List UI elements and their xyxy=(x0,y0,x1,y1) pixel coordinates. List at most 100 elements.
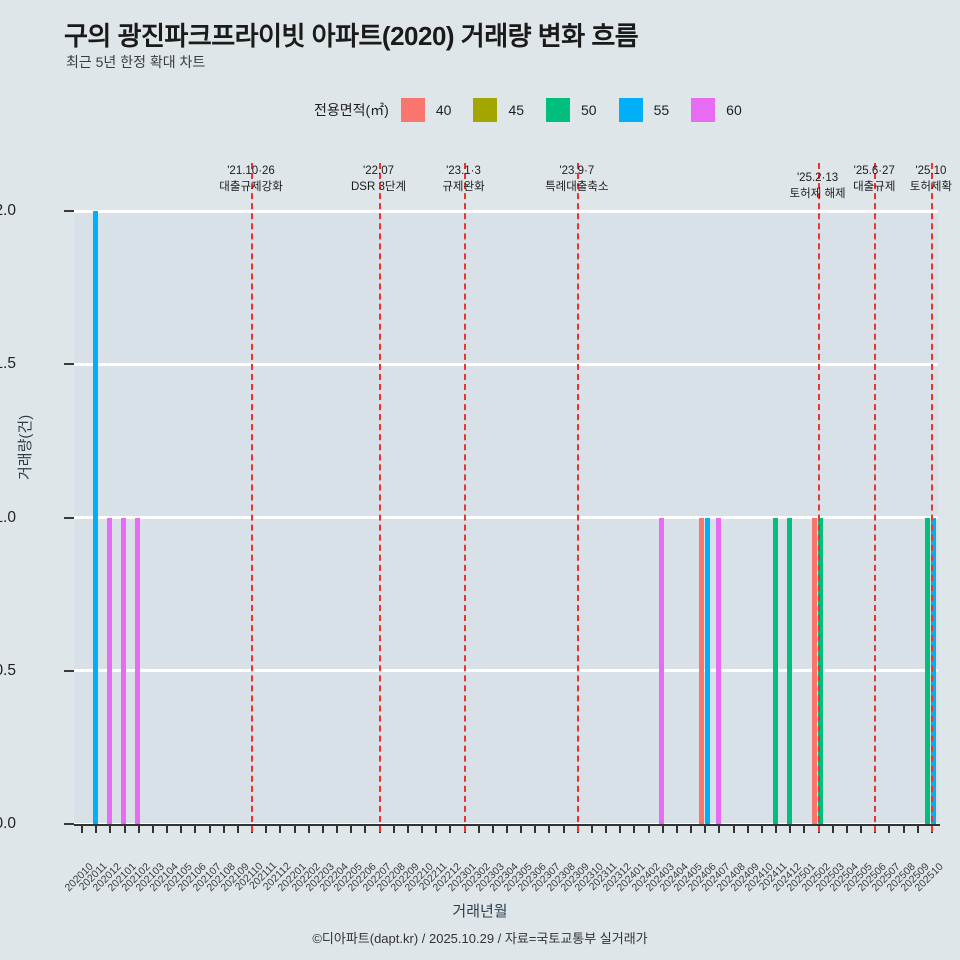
gridline-2.0 xyxy=(74,209,938,213)
x-tick-202406 xyxy=(704,824,707,833)
annotation-line-202207 xyxy=(378,163,381,832)
bar-202407-60[interactable] xyxy=(715,517,721,824)
x-tick-202404 xyxy=(675,824,678,833)
gridline-1.0 xyxy=(74,516,938,519)
x-tick-202505 xyxy=(860,824,863,833)
x-tick-202508 xyxy=(902,824,905,833)
bar-202502-40[interactable] xyxy=(812,517,818,824)
bar-202510-50[interactable] xyxy=(925,517,931,824)
x-tick-202304 xyxy=(506,824,508,833)
bar-202510-55[interactable] xyxy=(931,517,937,824)
x-tick-202412 xyxy=(789,824,792,833)
x-tick-202211 xyxy=(435,824,438,833)
legend-item-50[interactable]: 50 xyxy=(546,98,615,122)
annotation-line-202110 xyxy=(251,163,254,832)
legend-label-50: 50 xyxy=(581,102,597,118)
plot-area xyxy=(74,209,938,826)
x-tick-202504 xyxy=(845,824,848,833)
x-tick-202407 xyxy=(718,824,721,833)
bar-202403-60[interactable] xyxy=(659,517,665,824)
bar-202406-40[interactable] xyxy=(698,517,704,824)
legend-swatch-45 xyxy=(473,98,498,122)
bar-202502-50[interactable] xyxy=(818,517,824,824)
x-tick-202409 xyxy=(746,824,749,833)
y-tick-label-0.0: 0.0 xyxy=(0,815,16,832)
x-tick-202302 xyxy=(477,824,480,833)
annotation-label-202510: '25.10 토허제확 xyxy=(861,163,960,195)
x-tick-202507 xyxy=(888,824,891,833)
legend-item-45[interactable]: 45 xyxy=(473,98,542,122)
x-tick-202010 xyxy=(81,824,84,833)
footer-credit: ©디아파트(dapt.kr) / 2025.10.29 / 자료=국토교통부 실… xyxy=(312,931,648,946)
gridline-0.5 xyxy=(74,669,938,673)
x-tick-202206 xyxy=(364,824,367,833)
annotation-desc-202506: 대출규제 xyxy=(853,181,896,193)
x-tick-202203 xyxy=(321,824,324,833)
legend-swatch-50 xyxy=(546,98,571,122)
x-tick-202310 xyxy=(590,824,593,833)
annotation-date-202309: '23.9·7 xyxy=(559,165,595,177)
annotation-date-202207: '22.07 xyxy=(363,165,394,177)
x-tick-202209 xyxy=(406,824,409,833)
bar-202012-60[interactable] xyxy=(106,517,112,824)
x-tick-202410 xyxy=(760,824,763,833)
x-tick-202210 xyxy=(421,824,424,833)
x-tick-202501 xyxy=(803,824,806,833)
x-tick-202503 xyxy=(831,824,834,833)
bar-202102-60[interactable] xyxy=(135,517,141,824)
bar-202411-50[interactable] xyxy=(772,517,778,824)
legend-item-40[interactable]: 40 xyxy=(400,98,470,122)
annotation-line-202309 xyxy=(576,163,579,832)
annotation-line-202510 xyxy=(930,163,933,832)
y-tick-mark-0.0 xyxy=(64,823,74,825)
annotation-label-202506: '25.6·27 대출규제 xyxy=(804,163,944,195)
x-tick-202403 xyxy=(661,824,664,833)
annotation-date-202110: '21.10·26 xyxy=(227,165,275,177)
x-tick-202312 xyxy=(619,824,622,833)
bar-202011-55[interactable] xyxy=(92,211,98,824)
x-tick-202204 xyxy=(336,824,339,833)
legend-swatch-40 xyxy=(400,98,425,122)
annotation-label-202502: '25.2·13 토허제 해제 xyxy=(748,170,888,202)
annotation-date-202510: '25.10 xyxy=(915,165,947,177)
legend-title: 전용면적(㎡) xyxy=(314,102,389,118)
y-tick-label-1.0: 1.0 xyxy=(0,508,16,526)
bar-202412-50[interactable] xyxy=(786,517,792,824)
x-tick-202205 xyxy=(350,824,353,833)
annotation-desc-202207: DSR 3단계 xyxy=(351,181,407,193)
legend-item-55[interactable]: 55 xyxy=(618,98,688,122)
legend-items: 40 45 50 55 60 xyxy=(400,98,764,122)
x-tick-202109 xyxy=(236,824,239,833)
legend-label-40: 40 xyxy=(435,102,452,118)
x-tick-202305 xyxy=(520,824,523,833)
x-tick-202208 xyxy=(392,824,395,833)
x-tick-202306 xyxy=(534,824,537,833)
x-tick-202202 xyxy=(307,824,310,833)
x-tick-202107 xyxy=(208,824,211,833)
legend-item-60[interactable]: 60 xyxy=(691,98,760,122)
legend-label-45: 45 xyxy=(508,102,525,118)
annotation-label-202110: '21.10·26 대출규제강화 xyxy=(181,163,321,195)
x-tick-202108 xyxy=(222,824,225,833)
legend-swatch-60 xyxy=(691,98,716,122)
legend-label-60: 60 xyxy=(726,102,742,118)
x-tick-202105 xyxy=(180,824,183,833)
annotation-label-202207: '22.07 DSR 3단계 xyxy=(309,163,449,195)
x-tick-202509 xyxy=(916,824,919,833)
x-tick-202101 xyxy=(123,824,126,833)
y-tick-mark-2.0 xyxy=(64,210,74,212)
y-tick-mark-0.5 xyxy=(64,669,74,672)
x-axis xyxy=(74,824,940,833)
annotation-desc-202309: 특례대출축소 xyxy=(545,181,609,193)
annotation-date-202506: '25.6·27 xyxy=(853,165,895,177)
x-tick-202011 xyxy=(95,824,98,833)
annotation-line-202502 xyxy=(817,163,820,832)
x-tick-202111 xyxy=(265,824,268,833)
y-tick-label-0.5: 0.5 xyxy=(0,661,16,679)
annotation-desc-202301: 규제완화 xyxy=(442,181,485,193)
bar-202406-55[interactable] xyxy=(704,517,710,824)
annotation-date-202301: '23.1·3 xyxy=(446,165,481,177)
bar-202101-60[interactable] xyxy=(121,517,127,824)
x-tick-202103 xyxy=(151,824,154,833)
